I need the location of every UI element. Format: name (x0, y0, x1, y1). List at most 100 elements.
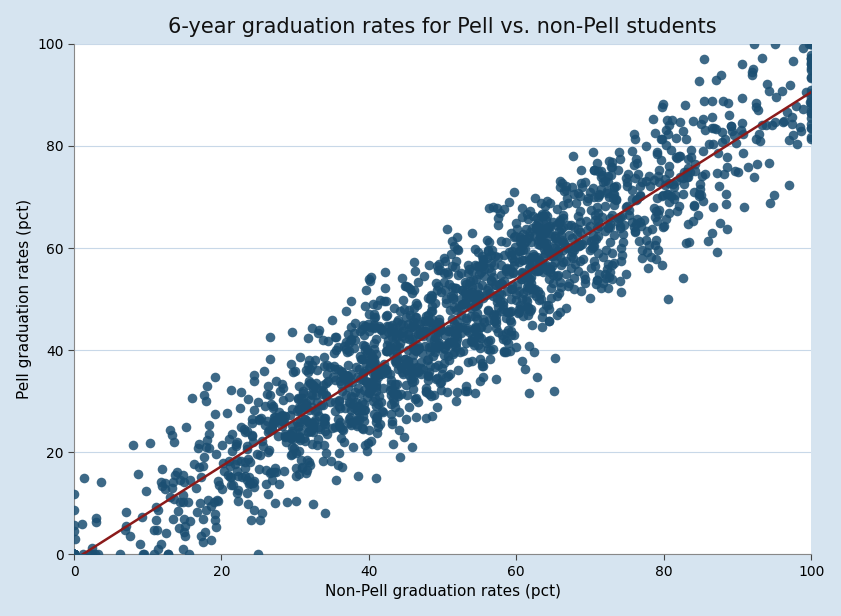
Point (200, 435, 214, 445)
Point (367, 312, 380, 322)
Point (388, 303, 401, 313)
Point (651, 147, 664, 157)
Point (495, 330, 508, 340)
Point (437, 343, 451, 353)
Point (742, 163, 755, 172)
Point (601, 177, 615, 187)
Point (573, 227, 586, 237)
Point (667, 195, 680, 205)
Point (541, 300, 554, 310)
Point (510, 217, 523, 227)
Point (368, 371, 382, 381)
Point (67, 526, 81, 536)
Point (394, 328, 408, 338)
Point (497, 347, 510, 357)
Point (241, 394, 255, 404)
Point (340, 344, 353, 354)
Point (614, 287, 627, 297)
Point (681, 154, 695, 164)
Point (706, 123, 719, 132)
Point (277, 416, 290, 426)
Point (317, 418, 331, 428)
Point (668, 182, 681, 192)
Point (537, 238, 551, 248)
Point (664, 145, 677, 155)
Point (411, 277, 425, 287)
Point (557, 222, 570, 232)
Point (362, 309, 376, 318)
Point (261, 381, 274, 391)
Point (380, 346, 394, 356)
Point (244, 458, 257, 468)
Point (607, 258, 621, 268)
Point (197, 514, 210, 524)
Point (428, 362, 442, 371)
Point (406, 350, 420, 360)
Point (706, 201, 720, 211)
Point (180, 422, 193, 432)
Point (264, 467, 278, 477)
Point (539, 201, 553, 211)
Point (380, 346, 394, 356)
Point (796, 44, 810, 54)
Point (341, 382, 355, 392)
Point (406, 372, 420, 382)
Point (589, 235, 602, 245)
Point (409, 266, 422, 276)
Point (580, 225, 594, 235)
Point (333, 376, 346, 386)
Point (783, 180, 796, 190)
Point (262, 468, 276, 478)
Point (262, 488, 275, 498)
Point (537, 306, 550, 316)
Point (542, 246, 555, 256)
Point (537, 219, 551, 229)
Point (805, 108, 818, 118)
Point (529, 220, 542, 230)
Point (508, 187, 521, 197)
Point (350, 363, 363, 373)
Point (341, 377, 355, 387)
Point (598, 269, 611, 279)
Point (505, 229, 518, 238)
Point (286, 367, 299, 377)
Point (386, 439, 399, 449)
Point (149, 502, 162, 512)
Point (273, 386, 287, 396)
Point (251, 397, 265, 407)
Point (518, 270, 532, 280)
Point (532, 286, 545, 296)
Point (167, 514, 180, 524)
Point (465, 290, 479, 299)
Point (406, 357, 420, 367)
Point (395, 367, 409, 376)
Point (151, 505, 165, 515)
Point (90, 517, 103, 527)
Point (505, 246, 518, 256)
Point (379, 311, 393, 321)
Point (782, 136, 796, 145)
Point (426, 306, 439, 316)
Point (418, 326, 431, 336)
Point (567, 151, 580, 161)
Point (477, 317, 490, 326)
Point (551, 246, 564, 256)
Point (522, 282, 536, 291)
Point (521, 285, 534, 294)
Point (472, 282, 485, 292)
Point (362, 378, 375, 388)
Point (368, 393, 382, 403)
Point (335, 367, 348, 377)
Point (263, 390, 277, 400)
Point (363, 362, 377, 372)
Point (366, 359, 379, 369)
Point (412, 343, 426, 353)
Point (369, 413, 383, 423)
Point (333, 395, 346, 405)
Point (341, 360, 355, 370)
Point (747, 64, 760, 74)
Point (575, 239, 589, 249)
Point (424, 342, 437, 352)
Point (594, 172, 607, 182)
Point (567, 222, 580, 232)
